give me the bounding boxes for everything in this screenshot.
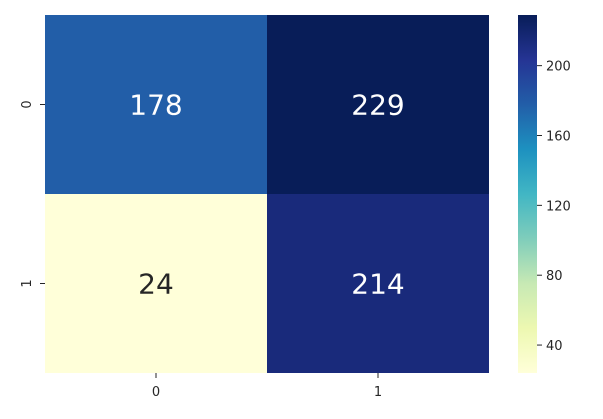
cell-value-label: 178: [129, 89, 182, 122]
x-tick-label: 0: [152, 385, 160, 400]
colorbar-tick-label: 120: [546, 199, 571, 214]
cell-value-label: 214: [351, 268, 404, 301]
x-tick-label: 1: [374, 385, 382, 400]
colorbar-tick-label: 160: [546, 129, 571, 144]
colorbar-tick-label: 40: [546, 339, 563, 354]
colorbar-tick-label: 200: [546, 60, 571, 75]
cell-value-label: 229: [351, 89, 404, 122]
heatmap-cell: [267, 15, 489, 194]
heatmap-cell-labels: 178 229 24 214: [129, 89, 404, 301]
colorbar-tick-label: 80: [546, 269, 563, 284]
heatmap-cell: [267, 194, 489, 373]
heatmap-cell: [45, 15, 267, 194]
y-tick-label: 1: [20, 279, 35, 287]
colorbar: 40 80 120 160 200: [518, 15, 571, 373]
y-axis: 01: [20, 100, 45, 288]
heatmap-cell: [45, 194, 267, 373]
y-tick-label: 0: [20, 100, 35, 108]
heatmap-cells: [45, 15, 489, 373]
colorbar-gradient: [518, 15, 537, 373]
cell-value-label: 24: [138, 268, 174, 301]
